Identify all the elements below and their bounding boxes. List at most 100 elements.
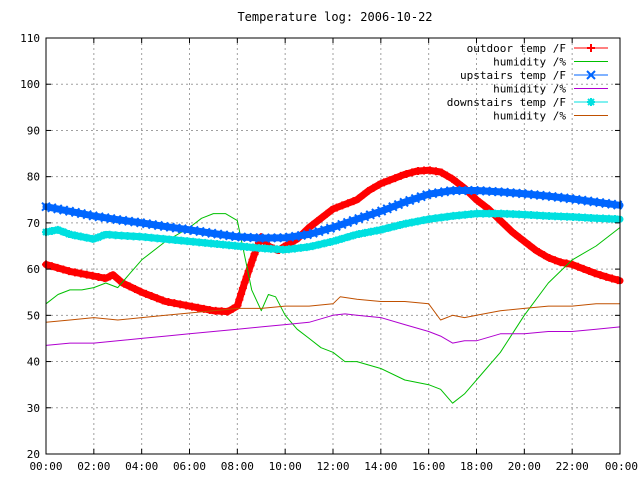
x-tick-label: 20:00 — [508, 460, 541, 473]
series-point-1 — [520, 237, 529, 246]
series-point-3 — [382, 204, 392, 214]
series-point-5 — [135, 232, 144, 241]
x-tick-label: 04:00 — [125, 460, 158, 473]
axes: 20 30 40 50 60 70 80 90 100 110 00:00 02:00 04:00 06:… — [20, 32, 638, 473]
series-point-1 — [158, 296, 167, 305]
series-point-1 — [497, 217, 506, 226]
series-point-5 — [171, 236, 180, 245]
series-point-5 — [195, 238, 204, 247]
series-point-5 — [337, 234, 346, 243]
series-point-5 — [326, 238, 335, 247]
series-point-1 — [327, 206, 336, 215]
series-point-1 — [130, 284, 139, 293]
series-point-1 — [452, 178, 461, 187]
series-point-5 — [53, 225, 62, 234]
series-point-1 — [332, 203, 341, 212]
series-point-5 — [254, 244, 263, 253]
legend-label-6: humidity /% — [493, 110, 566, 123]
series-point-5 — [343, 233, 352, 242]
series-point-1 — [585, 267, 594, 276]
series-point-1 — [540, 251, 549, 260]
series-point-1 — [551, 256, 560, 265]
series-point-5 — [290, 244, 299, 253]
series-point-1 — [193, 303, 202, 312]
series-point-5 — [165, 235, 174, 244]
y-tick-label: 20 — [27, 448, 40, 461]
series-point-1 — [153, 294, 162, 303]
series-point-5 — [593, 214, 602, 223]
series-point-5 — [284, 245, 293, 254]
series-point-5 — [183, 237, 192, 246]
series-point-1 — [82, 270, 91, 279]
series-point-1 — [308, 220, 317, 229]
series-point-1 — [182, 301, 191, 310]
series-point-1 — [480, 201, 489, 210]
series-point-1 — [322, 209, 331, 218]
series-point-5 — [308, 242, 317, 251]
x-tick-label: 02:00 — [77, 460, 110, 473]
series-point-5 — [378, 225, 387, 234]
series-point-3 — [359, 211, 370, 222]
series-point-5 — [557, 212, 566, 221]
legend-label-4: humidity /% — [493, 83, 566, 96]
series-point-5 — [248, 243, 257, 252]
series-point-5 — [372, 226, 381, 235]
series-point-1 — [506, 226, 515, 235]
series-point-5 — [129, 232, 138, 241]
series-point-5 — [243, 242, 252, 251]
series-point-5 — [527, 210, 536, 219]
y-tick-label: 90 — [27, 124, 40, 137]
series-point-5 — [355, 229, 364, 238]
series-point-5 — [123, 231, 132, 240]
series-point-5 — [111, 231, 120, 240]
series-point-5 — [569, 212, 578, 221]
series-6 — [45, 296, 621, 323]
series-line-2 — [45, 213, 621, 404]
series-point-1 — [170, 299, 179, 308]
x-tick-label: 18:00 — [460, 460, 493, 473]
series-point-3 — [348, 215, 358, 226]
series-point-5 — [94, 233, 103, 242]
series-point-5 — [533, 211, 542, 220]
x-tick-label: 16:00 — [412, 460, 445, 473]
series-point-5 — [551, 212, 560, 221]
series-point-1 — [556, 258, 565, 267]
series-point-5 — [509, 210, 518, 219]
series-point-5 — [467, 210, 476, 219]
series-point-5 — [47, 226, 56, 235]
x-tick-label: 10:00 — [269, 460, 302, 473]
series-point-5 — [201, 238, 210, 247]
series-point-1 — [374, 180, 383, 189]
series-point-1 — [238, 284, 247, 293]
y-tick-label: 110 — [20, 32, 40, 45]
series-point-5 — [219, 240, 228, 249]
series-point-3 — [342, 217, 353, 228]
series-point-1 — [237, 289, 246, 298]
series-point-5 — [443, 212, 452, 221]
series-point-5 — [231, 241, 240, 250]
series-point-3 — [365, 210, 375, 220]
series-point-5 — [587, 214, 596, 223]
series-point-5 — [153, 234, 162, 243]
series-point-1 — [437, 168, 446, 177]
series-point-5 — [599, 214, 608, 223]
series-point-1 — [136, 287, 145, 296]
series-point-1 — [515, 233, 524, 242]
series-point-1 — [53, 263, 62, 272]
legend-label-5: downstairs temp /F — [447, 96, 566, 109]
series-point-3 — [354, 213, 364, 224]
series-line-4 — [45, 313, 621, 346]
series-point-5 — [407, 218, 416, 227]
y-tick-label: 50 — [27, 309, 40, 322]
series-point-5 — [611, 215, 620, 224]
series-point-5 — [431, 214, 440, 223]
series-point-1 — [379, 178, 388, 187]
series-point-1 — [59, 265, 68, 274]
series-point-5 — [419, 216, 428, 225]
series-point-1 — [608, 274, 617, 283]
series-point-1 — [141, 289, 150, 298]
series-point-5 — [159, 234, 168, 243]
series-point-5 — [390, 222, 399, 231]
